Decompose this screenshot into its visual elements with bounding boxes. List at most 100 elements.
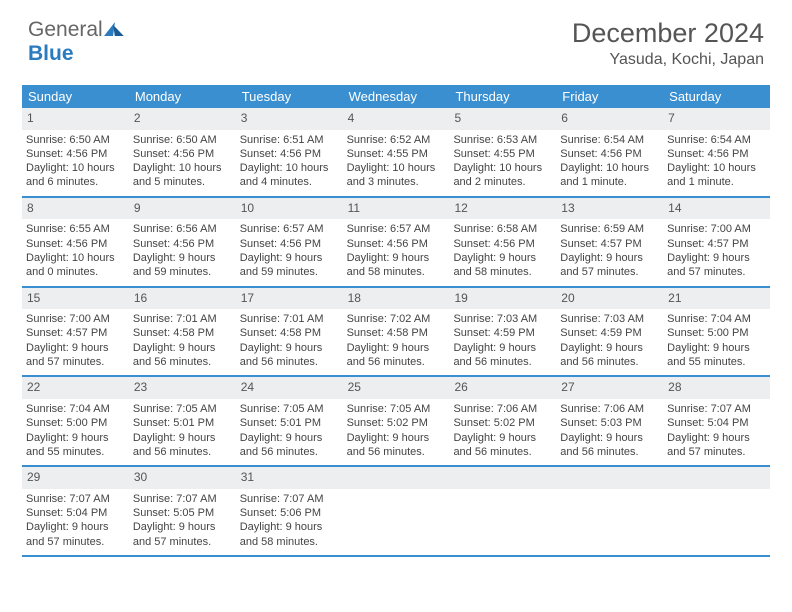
daylight-text: and 56 minutes. (560, 445, 659, 459)
day-cell: 31Sunrise: 7:07 AMSunset: 5:06 PMDayligh… (236, 467, 343, 555)
daylight-text: Daylight: 9 hours (133, 341, 232, 355)
daylight-text: and 56 minutes. (133, 355, 232, 369)
daylight-text: and 4 minutes. (240, 175, 339, 189)
sail-icon (113, 25, 124, 36)
day-number: 30 (129, 467, 236, 489)
day-cell: 22Sunrise: 7:04 AMSunset: 5:00 PMDayligh… (22, 377, 129, 465)
sunset-text: Sunset: 4:59 PM (453, 326, 552, 340)
sunset-text: Sunset: 4:55 PM (347, 147, 446, 161)
day-number: 12 (449, 198, 556, 220)
day-cell: 28Sunrise: 7:07 AMSunset: 5:04 PMDayligh… (663, 377, 770, 465)
sunrise-text: Sunrise: 7:05 AM (347, 402, 446, 416)
day-cell: 23Sunrise: 7:05 AMSunset: 5:01 PMDayligh… (129, 377, 236, 465)
day-cell: 18Sunrise: 7:02 AMSunset: 4:58 PMDayligh… (343, 288, 450, 376)
day-number: 25 (343, 377, 450, 399)
day-number: 1 (22, 108, 129, 130)
sunset-text: Sunset: 4:56 PM (240, 147, 339, 161)
daylight-text: and 56 minutes. (347, 355, 446, 369)
sunset-text: Sunset: 4:56 PM (26, 147, 125, 161)
day-cell: 19Sunrise: 7:03 AMSunset: 4:59 PMDayligh… (449, 288, 556, 376)
daylight-text: Daylight: 10 hours (560, 161, 659, 175)
sunset-text: Sunset: 5:03 PM (560, 416, 659, 430)
day-cell: 1Sunrise: 6:50 AMSunset: 4:56 PMDaylight… (22, 108, 129, 196)
day-cell: 12Sunrise: 6:58 AMSunset: 4:56 PMDayligh… (449, 198, 556, 286)
sunset-text: Sunset: 4:57 PM (667, 237, 766, 251)
day-number: 18 (343, 288, 450, 310)
day-cell: 3Sunrise: 6:51 AMSunset: 4:56 PMDaylight… (236, 108, 343, 196)
daylight-text: and 59 minutes. (133, 265, 232, 279)
day-number: 8 (22, 198, 129, 220)
daylight-text: and 55 minutes. (667, 355, 766, 369)
sunrise-text: Sunrise: 7:07 AM (133, 492, 232, 506)
day-number: 27 (556, 377, 663, 399)
day-cell: 5Sunrise: 6:53 AMSunset: 4:55 PMDaylight… (449, 108, 556, 196)
daylight-text: Daylight: 9 hours (26, 341, 125, 355)
daylight-text: Daylight: 9 hours (133, 520, 232, 534)
sunrise-text: Sunrise: 7:01 AM (133, 312, 232, 326)
location: Yasuda, Kochi, Japan (572, 51, 764, 69)
sunset-text: Sunset: 5:02 PM (347, 416, 446, 430)
daylight-text: Daylight: 9 hours (667, 251, 766, 265)
sunset-text: Sunset: 4:57 PM (560, 237, 659, 251)
week-row: 22Sunrise: 7:04 AMSunset: 5:00 PMDayligh… (22, 377, 770, 467)
brand-text: General Blue (28, 18, 123, 66)
calendar: SundayMondayTuesdayWednesdayThursdayFrid… (22, 85, 770, 557)
day-number: 10 (236, 198, 343, 220)
brand-part1: General (28, 18, 103, 41)
day-number (663, 467, 770, 489)
daylight-text: Daylight: 9 hours (560, 251, 659, 265)
day-cell: 15Sunrise: 7:00 AMSunset: 4:57 PMDayligh… (22, 288, 129, 376)
day-cell: 13Sunrise: 6:59 AMSunset: 4:57 PMDayligh… (556, 198, 663, 286)
day-number: 19 (449, 288, 556, 310)
dow-header: Monday (129, 85, 236, 108)
sunrise-text: Sunrise: 7:07 AM (240, 492, 339, 506)
brand-part2: Blue (28, 42, 74, 65)
daylight-text: and 57 minutes. (667, 265, 766, 279)
daylight-text: and 57 minutes. (133, 535, 232, 549)
day-number: 5 (449, 108, 556, 130)
daylight-text: and 57 minutes. (667, 445, 766, 459)
day-number: 24 (236, 377, 343, 399)
day-cell: 4Sunrise: 6:52 AMSunset: 4:55 PMDaylight… (343, 108, 450, 196)
sunrise-text: Sunrise: 7:00 AM (667, 222, 766, 236)
day-number: 21 (663, 288, 770, 310)
daylight-text: Daylight: 10 hours (26, 251, 125, 265)
daylight-text: and 56 minutes. (347, 445, 446, 459)
sunrise-text: Sunrise: 7:03 AM (453, 312, 552, 326)
sunset-text: Sunset: 4:55 PM (453, 147, 552, 161)
sunrise-text: Sunrise: 7:02 AM (347, 312, 446, 326)
daylight-text: and 55 minutes. (26, 445, 125, 459)
daylight-text: Daylight: 10 hours (240, 161, 339, 175)
daylight-text: Daylight: 9 hours (26, 520, 125, 534)
sunrise-text: Sunrise: 6:57 AM (240, 222, 339, 236)
sunrise-text: Sunrise: 6:53 AM (453, 133, 552, 147)
sunrise-text: Sunrise: 7:07 AM (26, 492, 125, 506)
day-cell: 2Sunrise: 6:50 AMSunset: 4:56 PMDaylight… (129, 108, 236, 196)
sunset-text: Sunset: 4:56 PM (133, 147, 232, 161)
day-cell: 8Sunrise: 6:55 AMSunset: 4:56 PMDaylight… (22, 198, 129, 286)
daylight-text: Daylight: 9 hours (240, 251, 339, 265)
daylight-text: and 56 minutes. (453, 445, 552, 459)
daylight-text: and 56 minutes. (133, 445, 232, 459)
dow-header: Thursday (449, 85, 556, 108)
sunset-text: Sunset: 4:58 PM (133, 326, 232, 340)
sunrise-text: Sunrise: 7:07 AM (667, 402, 766, 416)
day-number: 20 (556, 288, 663, 310)
daylight-text: Daylight: 9 hours (133, 251, 232, 265)
daylight-text: Daylight: 9 hours (667, 431, 766, 445)
dow-header: Tuesday (236, 85, 343, 108)
day-number (343, 467, 450, 489)
sunrise-text: Sunrise: 6:50 AM (133, 133, 232, 147)
sunset-text: Sunset: 5:00 PM (667, 326, 766, 340)
sunrise-text: Sunrise: 6:50 AM (26, 133, 125, 147)
day-number: 4 (343, 108, 450, 130)
empty-cell (663, 467, 770, 555)
day-cell: 16Sunrise: 7:01 AMSunset: 4:58 PMDayligh… (129, 288, 236, 376)
sunset-text: Sunset: 4:56 PM (347, 237, 446, 251)
sunset-text: Sunset: 4:56 PM (560, 147, 659, 161)
daylight-text: and 58 minutes. (453, 265, 552, 279)
day-cell: 9Sunrise: 6:56 AMSunset: 4:56 PMDaylight… (129, 198, 236, 286)
daylight-text: Daylight: 9 hours (240, 431, 339, 445)
sunset-text: Sunset: 5:04 PM (26, 506, 125, 520)
sunset-text: Sunset: 5:00 PM (26, 416, 125, 430)
